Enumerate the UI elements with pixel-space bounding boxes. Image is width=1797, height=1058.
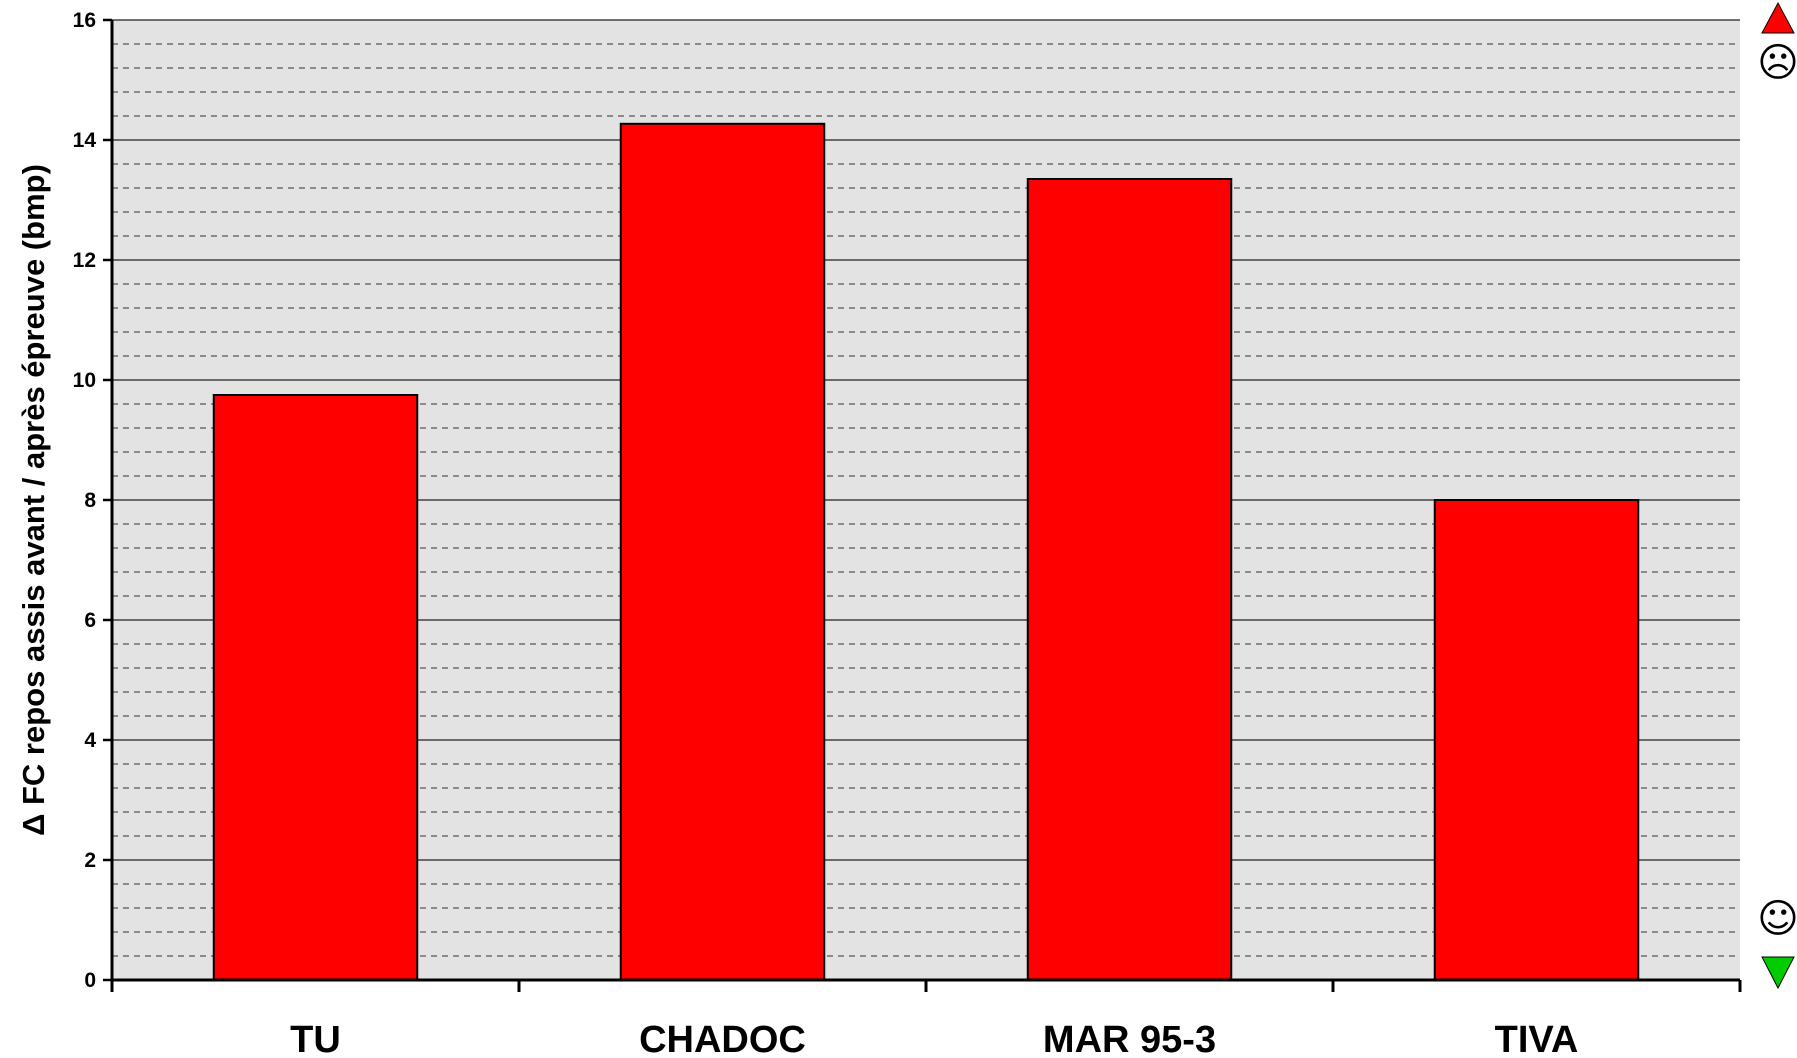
scale-indicators: ☹☺ <box>1757 1 1797 990</box>
x-tick-label: TIVA <box>1495 1019 1579 1058</box>
y-tick-label: 14 <box>73 129 97 152</box>
bar-tiva <box>1433 499 1640 981</box>
green-down-triangle-icon <box>1761 956 1795 990</box>
bar-mar-95-3 <box>1026 178 1233 981</box>
y-tick-label: 12 <box>73 249 96 272</box>
sad-face-icon: ☹ <box>1757 40 1797 86</box>
y-tick-label: 10 <box>73 369 96 392</box>
y-tick-labels: 0 2 4 6 8 10 12 14 16 <box>73 9 112 992</box>
y-tick-label: 8 <box>84 489 96 512</box>
x-tick-label: CHADOC <box>639 1019 806 1058</box>
y-tick-label: 0 <box>84 969 96 992</box>
bars <box>212 122 1640 982</box>
x-tick-labels: TU CHADOC MAR 95-3 TIVA <box>110 980 1742 1058</box>
red-up-triangle-icon <box>1761 1 1795 34</box>
smiley-face-icon: ☺ <box>1757 896 1797 942</box>
y-tick-label: 2 <box>84 849 96 872</box>
x-tick-label: MAR 95-3 <box>1043 1019 1216 1058</box>
x-tick-label: TU <box>290 1019 341 1058</box>
bar-tu <box>212 394 419 981</box>
bar-chadoc <box>619 122 826 982</box>
y-axis-title: Δ FC repos assis avant / après épreuve (… <box>16 164 51 836</box>
y-tick-label: 6 <box>84 609 96 632</box>
y-tick-label: 4 <box>84 729 96 752</box>
y-tick-label: 16 <box>73 9 96 32</box>
